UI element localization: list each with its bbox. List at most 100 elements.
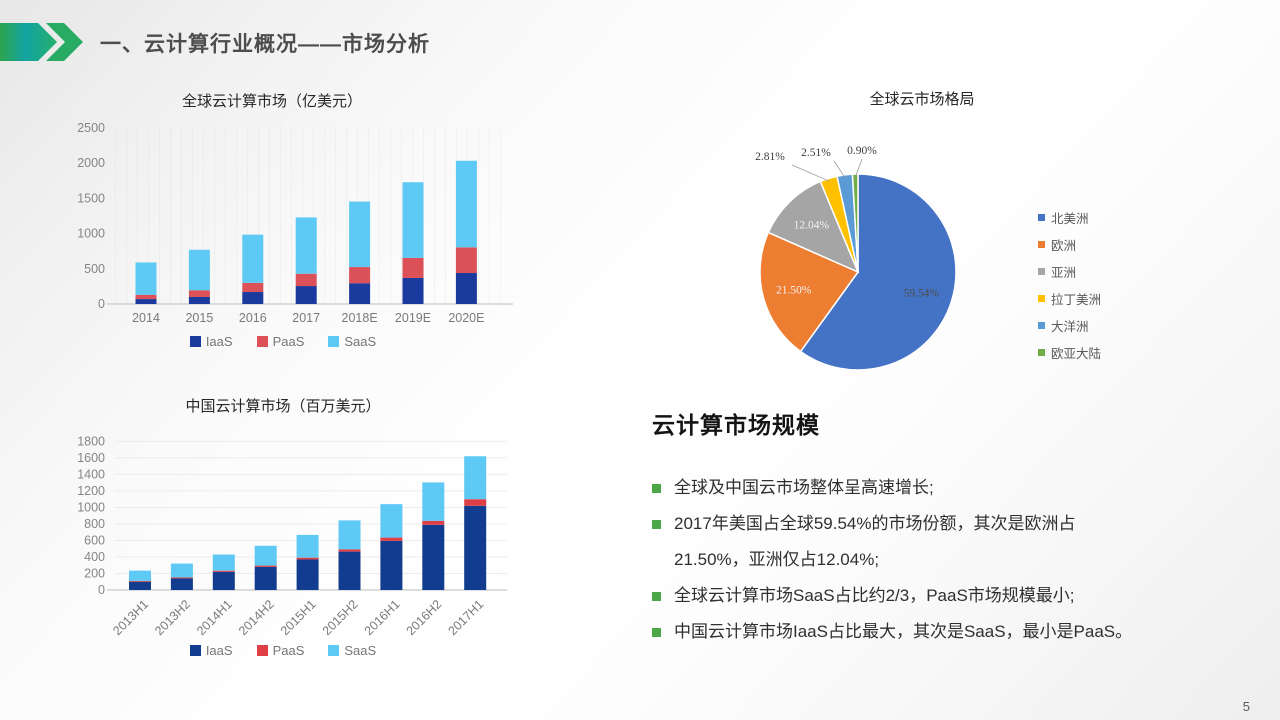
legend-label: 大洋洲	[1051, 320, 1089, 334]
x-axis-label: 2013H1	[110, 597, 151, 638]
bar-segment-saas	[242, 234, 264, 283]
pie-label-leader-line	[791, 164, 830, 182]
pie-slice-label: 2.51%	[801, 147, 831, 159]
bar-segment-saas	[455, 160, 477, 248]
legend-label: 拉丁美洲	[1051, 293, 1102, 307]
x-axis-label: 2016H2	[404, 597, 445, 638]
y-axis-tick: 2500	[77, 121, 105, 135]
global-market-chart-title: 全球云计算市场（亿美元）	[181, 93, 363, 110]
global-share-pie-plot: 59.54% 21.50% 12.04% 2.81% 2.51% 0.90%	[755, 145, 957, 371]
bar-segment-paas	[254, 565, 277, 567]
x-axis-label: 2018E	[342, 311, 378, 325]
legend-swatch	[189, 336, 201, 347]
legend-label: SaaS	[344, 643, 377, 658]
bullet-item: 全球及中国云市场整体呈高速增长;	[652, 470, 1218, 506]
title-arrow-icon	[0, 23, 83, 61]
bar-segment-iaas	[380, 540, 403, 590]
bullet-square-icon	[652, 592, 661, 601]
bar-segment-paas	[402, 257, 424, 278]
china-market-chart-title: 中国云计算市场（百万美元）	[185, 398, 381, 415]
bar-segment-iaas	[254, 566, 277, 590]
global-share-pie-legend: 北美洲欧洲亚洲拉丁美洲大洋洲欧亚大陆	[1038, 208, 1101, 362]
x-axis-label: 2017H1	[445, 597, 486, 638]
legend-swatch	[1038, 349, 1045, 356]
y-axis-tick: 500	[84, 262, 105, 276]
bar-segment-saas	[212, 554, 235, 571]
bar-segment-iaas	[212, 571, 235, 590]
bar-segment-paas	[296, 557, 319, 560]
legend-label: IaaS	[205, 334, 233, 349]
bar-segment-saas	[422, 482, 445, 521]
legend-label: IaaS	[205, 643, 233, 658]
legend-swatch	[1038, 322, 1045, 329]
bullet-square-icon	[652, 628, 661, 637]
bullet-item: 2017年美国占全球59.54%的市场份额，其次是欧洲占 21.50%，亚洲仅占…	[652, 506, 1218, 578]
y-axis-tick: 1800	[77, 434, 105, 448]
y-axis-tick: 800	[84, 517, 105, 531]
y-axis-tick: 600	[84, 533, 105, 547]
legend-label: 北美洲	[1051, 212, 1089, 226]
bar-segment-saas	[129, 570, 151, 581]
bar-segment-iaas	[296, 559, 319, 590]
bullet-square-icon	[652, 520, 661, 529]
bar-segment-saas	[296, 534, 319, 558]
pie-slice-2	[759, 231, 860, 353]
bullet-text: 2017年美国占全球59.54%的市场份额，其次是欧洲占 21.50%，亚洲仅占…	[674, 514, 1076, 569]
bullet-text: 中国云计算市场IaaS占比最大，其次是SaaS，最小是PaaS。	[674, 622, 1133, 641]
bar-segment-paas	[170, 577, 193, 579]
legend-label: 欧亚大陆	[1051, 347, 1102, 361]
legend-item: PaaS	[256, 334, 305, 349]
bar-segment-saas	[402, 182, 424, 258]
x-axis-label: 2014	[132, 311, 160, 325]
legend-item: SaaS	[328, 334, 376, 349]
bar-segment-saas	[254, 545, 277, 566]
legend-item: 欧洲	[1038, 235, 1101, 254]
x-axis-label: 2014H2	[236, 597, 277, 638]
legend-swatch	[1038, 214, 1045, 221]
bar-segment-iaas	[338, 551, 361, 590]
legend-label: PaaS	[272, 643, 305, 658]
bullet-text: 全球及中国云市场整体呈高速增长;	[674, 478, 934, 497]
bar-segment-saas	[349, 201, 371, 268]
bar-segment-iaas	[170, 578, 193, 590]
legend-item: PaaS	[256, 643, 305, 658]
pie-slice-label: 21.50%	[776, 284, 812, 296]
y-axis-tick: 1000	[77, 500, 105, 514]
y-axis-tick: 1500	[77, 191, 105, 205]
bar-segment-iaas	[455, 273, 477, 304]
global-market-legend: IaaS PaaS SaaS	[55, 334, 511, 349]
pie-slice-label: 2.81%	[755, 151, 785, 163]
legend-item: 北美洲	[1038, 208, 1101, 227]
pie-slice-label: 12.04%	[794, 219, 830, 231]
y-axis-tick: 2000	[77, 156, 105, 170]
bar-segment-iaas	[188, 296, 210, 304]
china-market-chart: 0 200 400 600 800 1000 1200 1400 1600 1800 2013H1 2…	[55, 393, 555, 678]
panel-heading: 云计算市场规模	[652, 412, 820, 438]
legend-label: 欧洲	[1051, 239, 1077, 253]
global-market-chart: 0 500 1000 1500 2000 2500 2014 2015 2016 2017 2018…	[55, 88, 555, 363]
bullet-square-icon	[652, 484, 661, 493]
legend-item: 欧亚大陆	[1038, 343, 1101, 362]
y-axis-tick: 200	[84, 566, 105, 580]
bar-segment-saas	[295, 217, 317, 274]
y-axis-tick: 1400	[77, 467, 105, 481]
legend-item: 亚洲	[1038, 262, 1101, 281]
bar-segment-iaas	[242, 292, 264, 304]
y-axis-tick: 1000	[77, 227, 105, 241]
legend-swatch	[256, 336, 268, 347]
bar-segment-paas	[188, 290, 210, 297]
legend-item: SaaS	[328, 643, 376, 658]
legend-swatch	[189, 645, 201, 656]
legend-label: PaaS	[272, 334, 305, 349]
bar-segment-paas	[135, 294, 157, 300]
bar-segment-iaas	[402, 277, 424, 304]
bullet-item: 全球云计算市场SaaS占比约2/3，PaaS市场规模最小;	[652, 578, 1218, 614]
bar-segment-iaas	[295, 286, 317, 304]
legend-swatch	[328, 645, 340, 656]
y-axis-tick: 1600	[77, 451, 105, 465]
legend-item: 拉丁美洲	[1038, 289, 1101, 308]
bar-segment-saas	[464, 456, 487, 500]
x-axis-label: 2016H1	[362, 597, 403, 638]
